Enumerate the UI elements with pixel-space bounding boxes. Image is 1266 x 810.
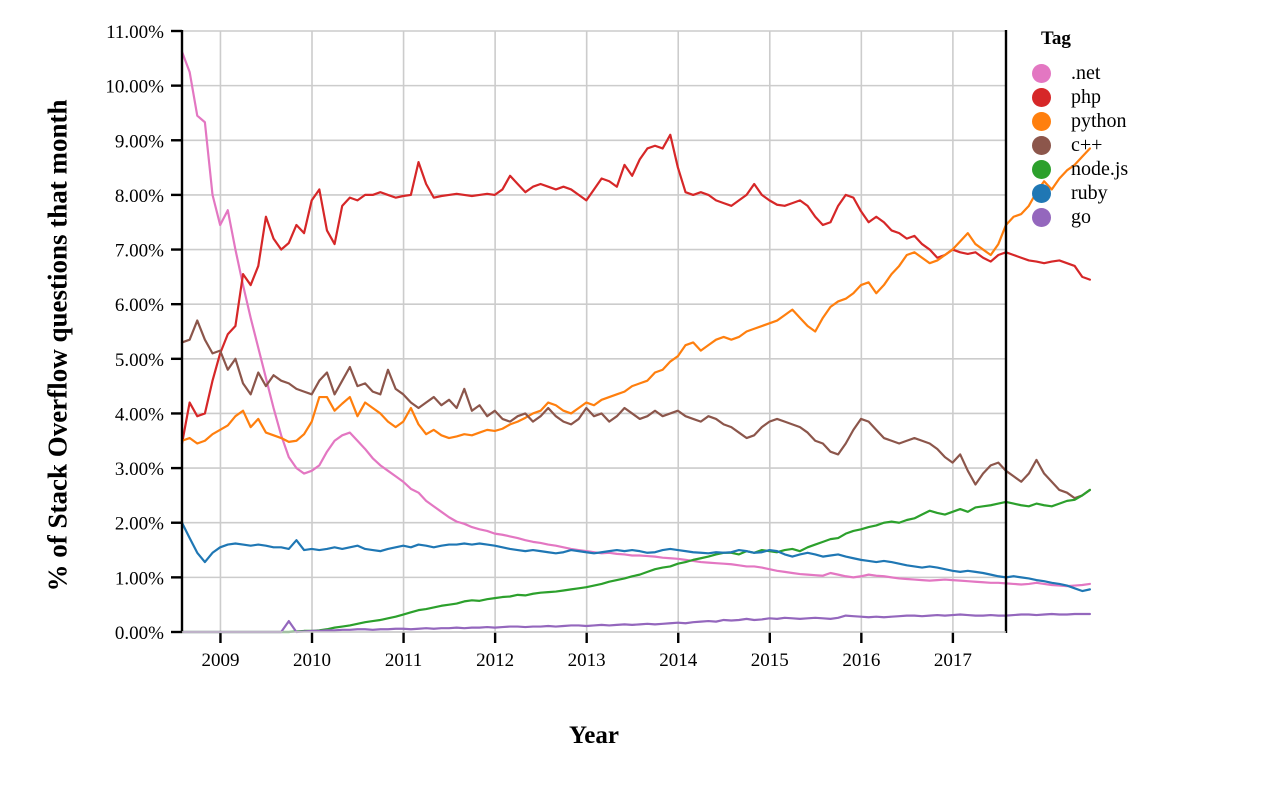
- legend-swatch-icon: [1032, 135, 1051, 155]
- y-tick-label: 6.00%: [115, 295, 164, 316]
- grid-lines: [182, 30, 1006, 633]
- x-tick-label: 2016: [842, 650, 880, 671]
- series-line-node-js: [180, 488, 1091, 634]
- y-tick-label: 1.00%: [115, 568, 164, 589]
- y-tick-label: 7.00%: [115, 241, 164, 262]
- legend-item-label: ruby: [1071, 182, 1108, 204]
- y-tick-label: 11.00%: [106, 22, 164, 43]
- x-tick-label: 2017: [934, 650, 972, 671]
- legend-items: .net php python c++ node.js ruby go: [1032, 61, 1252, 229]
- legend-item-label: .net: [1071, 62, 1101, 84]
- legend-swatch-icon: [1032, 87, 1051, 107]
- x-tick-label: 2013: [568, 650, 606, 671]
- series-line-ruby: [180, 521, 1091, 593]
- series-line-c-: [180, 319, 1091, 500]
- y-tick-label: 8.00%: [115, 186, 164, 207]
- legend-item-c-[interactable]: c++: [1032, 133, 1252, 157]
- y-tick-label: 4.00%: [115, 404, 164, 425]
- legend-item--net[interactable]: .net: [1032, 61, 1252, 85]
- y-axis-title: % of Stack Overflow questions that month: [42, 99, 73, 592]
- legend-item-python[interactable]: python: [1032, 109, 1252, 133]
- y-tick-labels: 0.00% 1.00% 2.00% 3.00% 4.00% 5.00% 6.00% 7.00%…: [105, 22, 164, 644]
- legend-item-php[interactable]: php: [1032, 85, 1252, 109]
- x-tick-labels: 2009 2010 2011 2012 2013 2014 2015 2016 2017: [201, 650, 971, 671]
- legend-swatch-icon: [1032, 183, 1051, 203]
- axis-lines: [180, 30, 1008, 633]
- legend-title: Tag: [1041, 28, 1071, 49]
- series-lines: [180, 50, 1091, 634]
- x-tick-marks: [219, 632, 955, 643]
- y-tick-label: 9.00%: [115, 131, 164, 152]
- series-line-php: [180, 133, 1091, 445]
- y-tick-label: 2.00%: [115, 514, 164, 535]
- legend-item-go[interactable]: go: [1032, 205, 1252, 229]
- y-tick-label: 10.00%: [105, 77, 164, 98]
- legend-swatch-icon: [1032, 207, 1051, 227]
- legend: Tag .net php python c++ node.js ruby go: [1032, 28, 1252, 229]
- series-line-python: [180, 147, 1091, 445]
- legend-item-ruby[interactable]: ruby: [1032, 181, 1252, 205]
- x-tick-label: 2012: [476, 650, 514, 671]
- legend-item-label: php: [1071, 86, 1101, 108]
- legend-swatch-icon: [1032, 63, 1051, 83]
- legend-item-node-js[interactable]: node.js: [1032, 157, 1252, 181]
- legend-item-label: c++: [1071, 134, 1103, 156]
- x-tick-label: 2014: [659, 650, 698, 671]
- y-tick-marks: [171, 29, 182, 634]
- x-tick-label: 2009: [201, 650, 239, 671]
- legend-item-label: node.js: [1071, 158, 1129, 180]
- x-axis-title: Year: [569, 722, 619, 749]
- y-tick-label: 5.00%: [115, 350, 164, 371]
- series-line--net: [180, 50, 1091, 588]
- legend-item-label: python: [1071, 110, 1127, 132]
- y-tick-label: 0.00%: [115, 623, 164, 644]
- series-line-go: [180, 612, 1091, 634]
- x-tick-label: 2011: [385, 650, 422, 671]
- x-tick-label: 2010: [293, 650, 331, 671]
- legend-item-label: go: [1071, 206, 1091, 228]
- legend-swatch-icon: [1032, 111, 1051, 131]
- x-tick-label: 2015: [751, 650, 789, 671]
- legend-swatch-icon: [1032, 159, 1051, 179]
- y-tick-label: 3.00%: [115, 459, 164, 480]
